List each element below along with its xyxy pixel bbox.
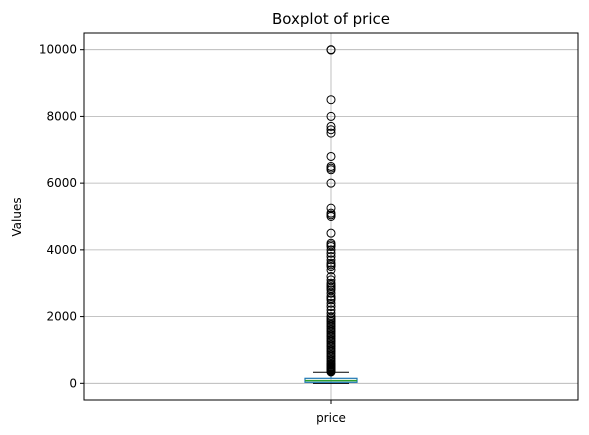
- outlier-point: [326, 298, 336, 308]
- outlier-point: [326, 125, 336, 135]
- outlier-point: [326, 238, 336, 248]
- outlier-point: [326, 278, 336, 288]
- outlier-point: [326, 245, 336, 255]
- y-tick-label: 6000: [46, 176, 77, 190]
- y-tick-label: 2000: [46, 310, 77, 324]
- outlier-point: [326, 45, 336, 55]
- plot-frame: [83, 32, 579, 401]
- outlier-point: [326, 111, 336, 121]
- outlier-point: [326, 272, 336, 282]
- grid-layer: [84, 33, 578, 400]
- outlier-point: [326, 305, 336, 315]
- outlier-point: [326, 312, 336, 322]
- outlier-point: [326, 258, 336, 268]
- outlier-point: [326, 308, 336, 318]
- outlier-point: [326, 151, 336, 161]
- outlier-point: [326, 265, 336, 275]
- x-tick-label: price: [316, 411, 346, 425]
- y-axis-label: Values: [10, 197, 24, 236]
- outlier-point: [326, 128, 336, 138]
- outlier-point: [326, 208, 336, 218]
- outlier-point: [326, 95, 336, 105]
- chart-title: Boxplot of price: [272, 10, 390, 28]
- y-tick-label: 0: [69, 376, 77, 390]
- outlier-point: [326, 252, 336, 262]
- outlier-point: [326, 121, 336, 131]
- outlier-point: [326, 178, 336, 188]
- y-tick-label: 8000: [46, 109, 77, 123]
- axis-layer: 0 2000 4000 6000 8000 10000 price: [39, 43, 346, 425]
- plot-layer: [304, 45, 358, 384]
- outlier-point: [326, 203, 336, 213]
- y-tick-label: 4000: [46, 243, 77, 257]
- outlier-point: [326, 275, 336, 285]
- y-tick-label: 10000: [39, 43, 77, 57]
- outlier-point: [326, 228, 336, 238]
- outlier-point: [326, 161, 336, 171]
- outlier-point: [326, 255, 336, 265]
